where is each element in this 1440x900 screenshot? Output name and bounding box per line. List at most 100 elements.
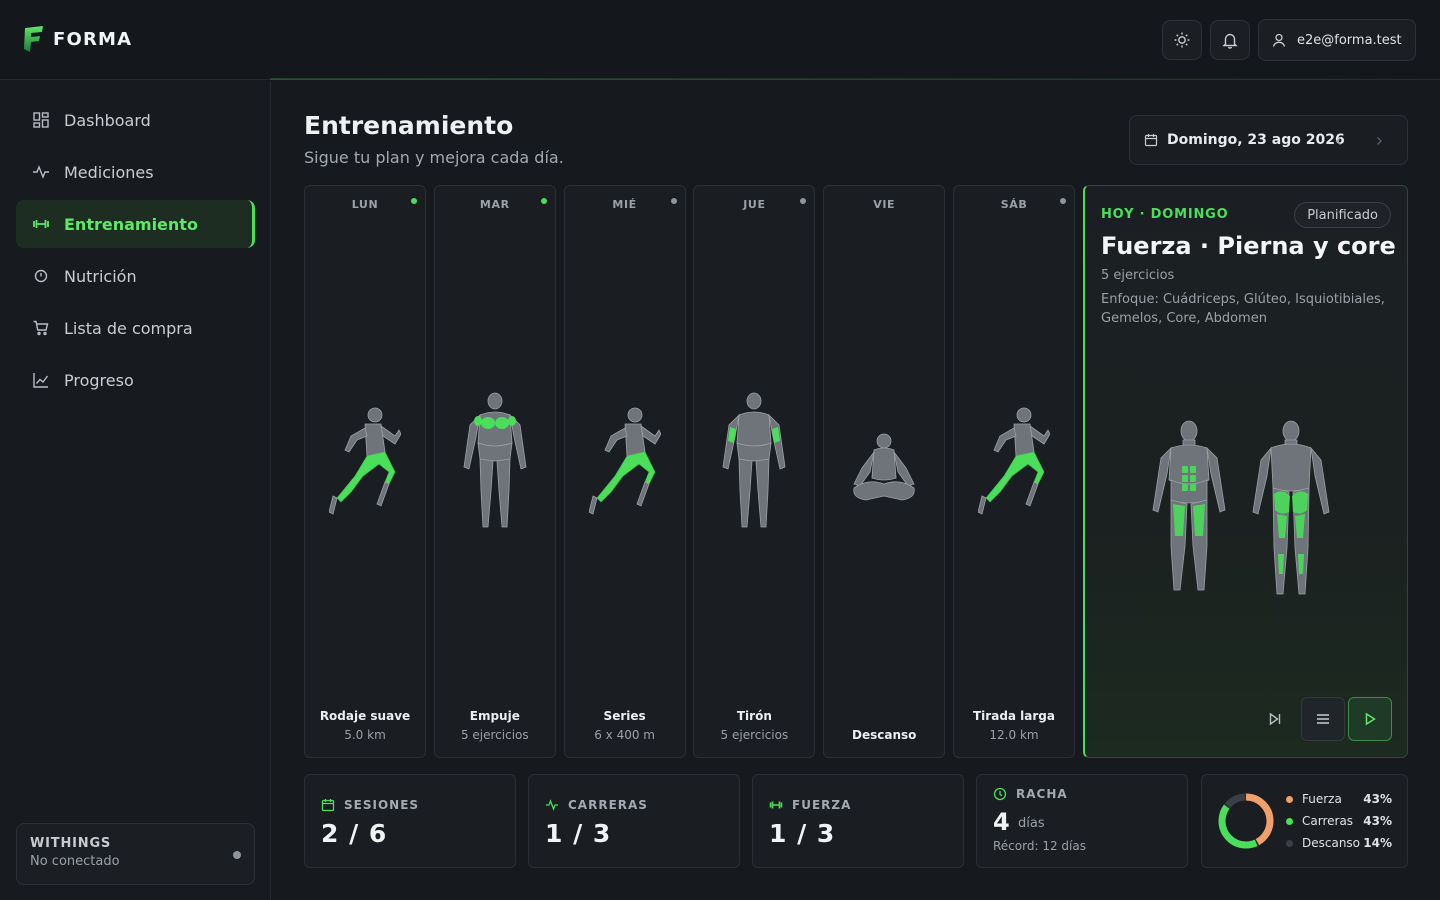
day-detail: 5 ejercicios xyxy=(460,728,529,742)
legend-dot xyxy=(1286,817,1293,825)
sidebar-item-mediciones[interactable]: Mediciones xyxy=(16,148,255,196)
top-bar-divider xyxy=(270,78,1440,80)
dumbbell-icon xyxy=(33,220,49,228)
sun-icon xyxy=(1174,32,1190,48)
page-subtitle: Sigue tu plan y mejora cada día. xyxy=(304,148,564,167)
legend-item-fuerza: Fuerza 43% xyxy=(1286,792,1392,806)
chart-icon xyxy=(33,373,49,388)
stat-value: 2 / 6 xyxy=(321,819,388,848)
pulse-icon xyxy=(546,799,558,811)
previous-day-button[interactable] xyxy=(1329,131,1349,151)
sidebar-item-label: Nutrición xyxy=(64,266,137,286)
day-figure xyxy=(435,391,555,531)
today-workout-card[interactable]: HOY · DOMINGO Planificado Fuerza · Piern… xyxy=(1083,185,1408,758)
sidebar-item-label: Mediciones xyxy=(64,162,154,182)
day-card-sáb[interactable]: SÁB Tirada larga 12.0 km xyxy=(953,185,1075,758)
main-content: Entrenamiento Sigue tu plan y mejora cad… xyxy=(272,81,1440,900)
day-name: LUN xyxy=(351,198,379,211)
sidebar-item-nutricion[interactable]: Nutrición xyxy=(16,252,255,300)
user-menu-button[interactable]: e2e@forma.test xyxy=(1258,19,1416,61)
dumbbell-icon xyxy=(769,801,783,809)
clock-icon xyxy=(34,269,48,283)
start-workout-button[interactable] xyxy=(1348,697,1392,741)
chevron-right-icon xyxy=(1377,137,1382,145)
meditation-figure xyxy=(853,433,915,501)
day-status-dot xyxy=(411,198,417,204)
sidebar-item-dashboard[interactable]: Dashboard xyxy=(16,96,255,144)
pulse-icon xyxy=(33,165,49,179)
day-status-dot xyxy=(540,198,547,204)
day-card-mié[interactable]: MIÉ Series 6 x 400 m xyxy=(563,185,686,758)
stat-card-sesiones: SESIONES 2 / 6 xyxy=(304,774,516,868)
stat-card-carreras: CARRERAS 1 / 3 xyxy=(528,774,740,868)
cart-icon xyxy=(33,320,49,336)
day-card-lun[interactable]: LUN Rodaje suave 5.0 km xyxy=(304,185,426,758)
legend-item-descanso: Descanso 14% xyxy=(1286,836,1392,850)
calendar-icon xyxy=(321,799,335,812)
streak-unit: días xyxy=(1018,816,1045,831)
today-label: HOY · DOMINGO xyxy=(1101,207,1229,222)
day-name: SÁB xyxy=(1000,198,1028,211)
day-name: MAR xyxy=(479,198,510,211)
distribution-card: Fuerza 43% Carreras 43% Descanso 14% xyxy=(1201,774,1408,868)
user-icon xyxy=(1272,33,1286,47)
withings-status-dot xyxy=(233,851,241,859)
day-figure xyxy=(305,406,425,516)
body-back-figure xyxy=(1252,420,1330,595)
legend-label: Fuerza xyxy=(1302,792,1342,806)
day-status-dot xyxy=(670,198,677,204)
grid-icon xyxy=(33,112,49,128)
next-day-button[interactable] xyxy=(1369,131,1389,151)
sidebar-item-label: Progreso xyxy=(64,370,134,390)
day-workout: Empuje xyxy=(469,709,520,723)
body-front-figure xyxy=(463,392,527,528)
page-title: Entrenamiento xyxy=(304,111,514,140)
day-detail: 5.0 km xyxy=(344,728,386,742)
sidebar-item-progreso[interactable]: Progreso xyxy=(16,356,255,404)
streak-record: Récord: 12 días xyxy=(993,839,1086,853)
sidebar-item-label: Entrenamiento xyxy=(64,214,198,234)
legend-label: Descanso xyxy=(1302,836,1361,850)
stat-card-racha: RACHA 4 días Récord: 12 días xyxy=(976,774,1188,868)
calendar-icon xyxy=(1144,134,1158,147)
day-card-vie[interactable]: VIE Descanso xyxy=(823,185,946,758)
date-selector[interactable]: Domingo, 23 ago 2026 xyxy=(1129,115,1408,165)
logo-icon xyxy=(24,26,43,52)
app-logo[interactable]: FORMA xyxy=(23,25,132,53)
withings-connection-card[interactable]: WITHINGS No conectado xyxy=(16,823,255,885)
stat-value: 1 / 3 xyxy=(545,819,612,848)
legend-dot xyxy=(1286,839,1293,847)
donut-slice-fuerza xyxy=(1218,793,1274,849)
day-status-dot xyxy=(1060,198,1066,204)
day-detail: 6 x 400 m xyxy=(594,728,655,742)
body-front-figure xyxy=(722,392,786,528)
day-card-mar[interactable]: MAR Empuje 5 ejercicios xyxy=(433,185,556,758)
notifications-button[interactable] xyxy=(1210,20,1250,60)
day-workout: Tirón xyxy=(736,709,772,723)
body-front-figure xyxy=(1152,420,1226,591)
legend-item-carreras: Carreras 43% xyxy=(1286,814,1392,828)
legend-dot xyxy=(1286,795,1293,803)
sidebar-item-label: Dashboard xyxy=(64,110,151,130)
app-name: FORMA xyxy=(53,28,133,50)
skip-button[interactable] xyxy=(1253,697,1297,741)
menu-icon xyxy=(1317,714,1329,724)
details-button[interactable] xyxy=(1301,697,1345,741)
day-card-jue[interactable]: JUE Tirón 5 ejercicios xyxy=(693,185,816,758)
day-name: MIÉ xyxy=(612,198,637,211)
runner-figure xyxy=(329,407,401,515)
legend-value: 43% xyxy=(1363,814,1392,828)
sidebar-item-entrenamiento[interactable]: Entrenamiento xyxy=(16,200,255,248)
day-workout: Rodaje suave xyxy=(319,709,411,723)
legend-label: Carreras xyxy=(1302,814,1354,828)
current-date: Domingo, 23 ago 2026 xyxy=(1167,132,1345,148)
day-figure xyxy=(954,406,1074,516)
today-workout-title: Fuerza · Pierna y core xyxy=(1101,232,1396,260)
day-name: JUE xyxy=(743,198,766,211)
day-workout: Tirada larga xyxy=(973,709,1055,723)
sidebar-item-lista-de-compra[interactable]: Lista de compra xyxy=(16,304,255,352)
user-email: e2e@forma.test xyxy=(1297,32,1402,48)
theme-toggle-button[interactable] xyxy=(1162,20,1202,60)
day-name: VIE xyxy=(873,198,896,211)
sidebar: Dashboard Mediciones Entrenamiento Nutri… xyxy=(0,81,271,900)
